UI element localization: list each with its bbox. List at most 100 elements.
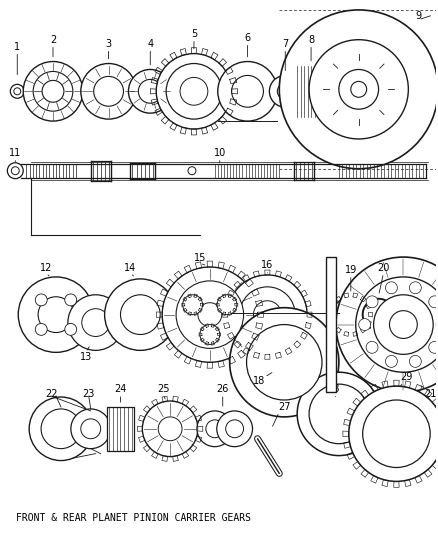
Text: 29: 29 bbox=[400, 372, 413, 382]
Circle shape bbox=[81, 63, 136, 119]
Circle shape bbox=[309, 384, 369, 443]
Text: 21: 21 bbox=[424, 389, 436, 399]
Circle shape bbox=[228, 275, 307, 354]
Circle shape bbox=[389, 311, 417, 338]
Circle shape bbox=[183, 295, 202, 314]
Circle shape bbox=[142, 401, 198, 457]
Circle shape bbox=[374, 295, 433, 354]
Circle shape bbox=[336, 257, 438, 392]
Circle shape bbox=[226, 420, 244, 438]
Circle shape bbox=[297, 372, 381, 456]
Circle shape bbox=[138, 79, 162, 103]
Text: 10: 10 bbox=[214, 148, 226, 158]
Circle shape bbox=[38, 297, 74, 333]
Circle shape bbox=[158, 417, 182, 441]
Text: 16: 16 bbox=[261, 260, 273, 270]
Circle shape bbox=[120, 295, 160, 335]
Circle shape bbox=[65, 324, 77, 335]
Text: 11: 11 bbox=[9, 148, 21, 158]
Circle shape bbox=[156, 54, 232, 129]
Circle shape bbox=[11, 167, 19, 175]
Circle shape bbox=[7, 163, 23, 179]
Text: 3: 3 bbox=[106, 39, 112, 49]
Circle shape bbox=[217, 411, 253, 447]
Bar bbox=[295, 66, 327, 117]
Text: 28: 28 bbox=[328, 384, 340, 394]
Circle shape bbox=[33, 71, 73, 111]
Circle shape bbox=[35, 324, 47, 335]
Circle shape bbox=[429, 341, 438, 353]
Circle shape bbox=[371, 306, 386, 322]
Circle shape bbox=[333, 297, 369, 333]
Circle shape bbox=[105, 279, 176, 350]
Text: 13: 13 bbox=[80, 352, 92, 362]
Circle shape bbox=[309, 39, 408, 139]
Text: 23: 23 bbox=[82, 389, 95, 399]
Bar bbox=[106, 407, 134, 450]
Text: 15: 15 bbox=[194, 253, 206, 263]
Text: 6: 6 bbox=[244, 33, 251, 43]
Circle shape bbox=[217, 295, 237, 314]
Circle shape bbox=[188, 167, 196, 175]
Circle shape bbox=[94, 76, 124, 106]
Circle shape bbox=[180, 77, 208, 105]
Text: 8: 8 bbox=[308, 35, 314, 45]
Circle shape bbox=[277, 83, 293, 99]
Text: 4: 4 bbox=[147, 39, 153, 49]
Circle shape bbox=[342, 306, 360, 324]
Text: 2: 2 bbox=[50, 35, 56, 45]
Circle shape bbox=[279, 10, 438, 169]
Circle shape bbox=[247, 325, 322, 400]
Circle shape bbox=[29, 397, 93, 461]
Circle shape bbox=[206, 420, 224, 438]
Circle shape bbox=[14, 88, 21, 95]
Circle shape bbox=[436, 319, 438, 330]
Circle shape bbox=[351, 82, 367, 97]
Circle shape bbox=[200, 325, 220, 344]
Text: 19: 19 bbox=[345, 265, 357, 275]
Circle shape bbox=[366, 296, 378, 308]
Circle shape bbox=[68, 295, 124, 350]
Circle shape bbox=[35, 294, 47, 306]
Circle shape bbox=[23, 61, 83, 121]
Circle shape bbox=[11, 84, 24, 98]
Circle shape bbox=[82, 309, 110, 336]
Circle shape bbox=[356, 277, 438, 372]
Circle shape bbox=[41, 409, 81, 449]
Text: 12: 12 bbox=[40, 263, 52, 273]
Text: 25: 25 bbox=[157, 384, 170, 394]
Circle shape bbox=[359, 319, 371, 330]
Circle shape bbox=[429, 296, 438, 308]
Circle shape bbox=[410, 356, 421, 367]
Circle shape bbox=[363, 400, 430, 467]
Text: 9: 9 bbox=[415, 11, 421, 21]
Circle shape bbox=[410, 282, 421, 294]
Circle shape bbox=[198, 303, 222, 327]
Circle shape bbox=[366, 341, 378, 353]
Circle shape bbox=[240, 287, 295, 342]
Circle shape bbox=[71, 409, 110, 449]
Circle shape bbox=[385, 282, 397, 294]
Text: 22: 22 bbox=[45, 389, 57, 399]
Circle shape bbox=[176, 281, 244, 349]
Text: 7: 7 bbox=[282, 39, 288, 49]
Circle shape bbox=[197, 411, 233, 447]
Circle shape bbox=[81, 419, 101, 439]
Circle shape bbox=[128, 69, 172, 113]
Circle shape bbox=[232, 76, 263, 107]
Circle shape bbox=[42, 80, 64, 102]
Circle shape bbox=[230, 308, 339, 417]
Text: 14: 14 bbox=[124, 263, 137, 273]
Bar bbox=[326, 257, 336, 392]
Circle shape bbox=[254, 301, 281, 328]
Circle shape bbox=[349, 386, 438, 481]
Circle shape bbox=[218, 61, 277, 121]
Circle shape bbox=[269, 76, 301, 107]
Circle shape bbox=[385, 356, 397, 367]
Text: 20: 20 bbox=[378, 263, 390, 273]
Text: 1: 1 bbox=[14, 42, 20, 52]
Circle shape bbox=[166, 63, 222, 119]
Circle shape bbox=[18, 277, 94, 352]
Text: 24: 24 bbox=[114, 384, 127, 394]
Circle shape bbox=[162, 267, 258, 362]
